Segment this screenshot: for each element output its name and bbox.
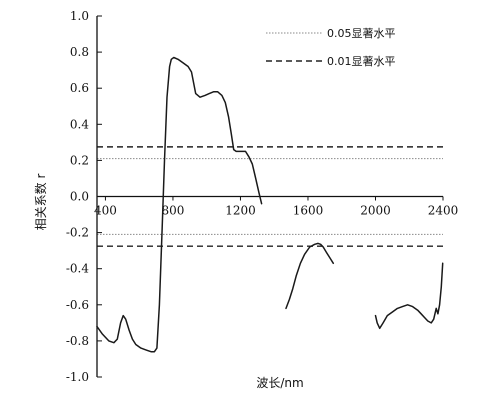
series-line-segment-2 xyxy=(285,242,335,310)
x-tick-label: 1200 xyxy=(225,204,256,218)
y-tick-label: 0.0 xyxy=(70,190,89,204)
x-tick-label: 2000 xyxy=(360,204,391,218)
legend-label-dashed: 0.01显著水平 xyxy=(327,54,396,68)
legend: 0.05显著水平 0.01显著水平 xyxy=(266,26,396,68)
y-tick-label: 0.6 xyxy=(70,81,89,95)
x-tick-label: 1600 xyxy=(293,204,324,218)
y-axis-title: 相关系数 r xyxy=(33,174,48,231)
x-tick-label: 2400 xyxy=(428,204,459,218)
x-tick-label: 400 xyxy=(94,204,117,218)
series-line-segment-1 xyxy=(96,56,263,353)
x-tick-label: 800 xyxy=(161,204,184,218)
y-tick-label: 0.2 xyxy=(70,153,89,167)
y-tick-label: -0.4 xyxy=(66,262,90,276)
series-group xyxy=(96,56,444,353)
y-tick-label: 0.4 xyxy=(70,117,89,131)
y-tick-label: -0.2 xyxy=(66,226,89,240)
x-axis-title: 波长/nm xyxy=(256,376,303,390)
y-tick-label: 0.8 xyxy=(70,45,89,59)
legend-label-dotted: 0.05显著水平 xyxy=(327,26,396,40)
axes: 1.0 0.8 0.6 0.4 0.2 0.0 -0.2 -0.4 -0.6 -0.8 -1.0 40… xyxy=(66,9,458,384)
y-tick-label: -0.6 xyxy=(66,298,89,312)
series-line-segment-3 xyxy=(374,262,444,330)
significance-lines xyxy=(97,146,443,247)
y-tick-label: -0.8 xyxy=(66,334,89,348)
y-tick-label: -1.0 xyxy=(66,370,89,384)
y-tick-label: 1.0 xyxy=(70,9,89,23)
